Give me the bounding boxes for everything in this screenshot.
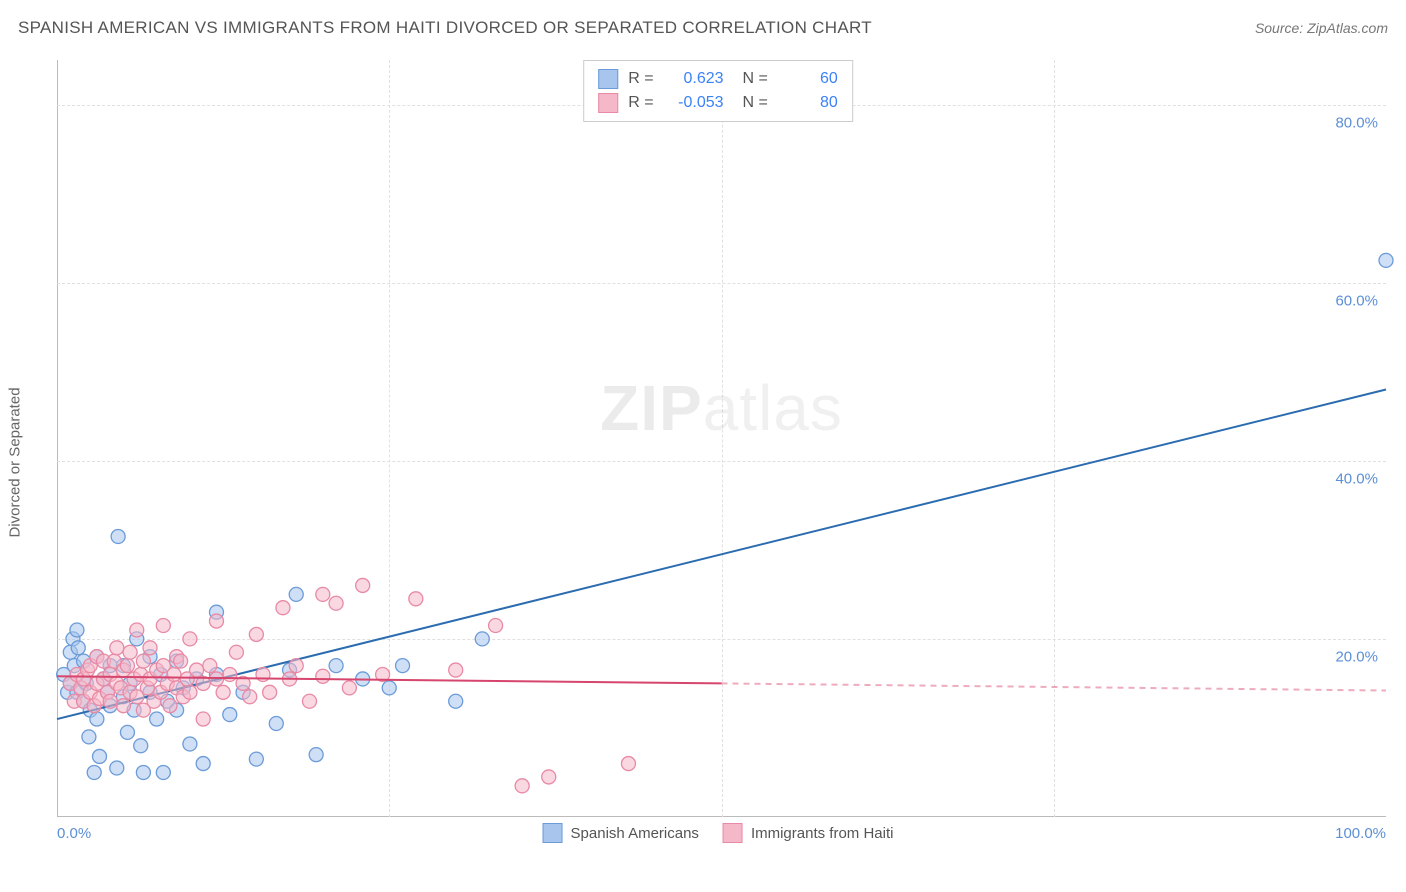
scatter-point bbox=[174, 654, 188, 668]
scatter-point bbox=[449, 663, 463, 677]
scatter-point bbox=[203, 659, 217, 673]
scatter-point bbox=[263, 685, 277, 699]
scatter-point bbox=[289, 659, 303, 673]
scatter-point bbox=[356, 578, 370, 592]
scatter-point bbox=[289, 587, 303, 601]
scatter-point bbox=[71, 641, 85, 655]
n-label: N = bbox=[734, 91, 768, 115]
scatter-point bbox=[183, 632, 197, 646]
scatter-point bbox=[223, 708, 237, 722]
scatter-point bbox=[167, 668, 181, 682]
scatter-point bbox=[156, 619, 170, 633]
legend-label-0: Spanish Americans bbox=[571, 825, 699, 842]
scatter-point bbox=[243, 690, 257, 704]
chart-area: Divorced or Separated 20.0%40.0%60.0%80.… bbox=[50, 60, 1386, 847]
scatter-point bbox=[87, 765, 101, 779]
scatter-point bbox=[409, 592, 423, 606]
legend-label-1: Immigrants from Haiti bbox=[751, 825, 894, 842]
scatter-point bbox=[316, 669, 330, 683]
scatter-point bbox=[542, 770, 556, 784]
scatter-point bbox=[110, 761, 124, 775]
scatter-point bbox=[134, 739, 148, 753]
scatter-point bbox=[110, 641, 124, 655]
scatter-point bbox=[111, 529, 125, 543]
scatter-point bbox=[120, 659, 134, 673]
legend-item-0: Spanish Americans bbox=[543, 823, 699, 843]
scatter-point bbox=[382, 681, 396, 695]
scatter-point bbox=[196, 712, 210, 726]
legend-item-1: Immigrants from Haiti bbox=[723, 823, 894, 843]
scatter-point bbox=[489, 619, 503, 633]
scatter-point bbox=[342, 681, 356, 695]
series-1-swatch bbox=[598, 93, 618, 113]
r-value-0: 0.623 bbox=[664, 67, 724, 91]
scatter-point bbox=[136, 765, 150, 779]
scatter-point bbox=[120, 725, 134, 739]
scatter-point bbox=[1379, 253, 1393, 267]
n-value-0: 60 bbox=[778, 67, 838, 91]
scatter-point bbox=[621, 757, 635, 771]
scatter-point bbox=[123, 645, 137, 659]
series-0-swatch bbox=[598, 69, 618, 89]
scatter-point bbox=[329, 659, 343, 673]
scatter-point bbox=[136, 654, 150, 668]
scatter-point bbox=[183, 737, 197, 751]
scatter-point bbox=[249, 752, 263, 766]
r-label: R = bbox=[628, 67, 653, 91]
scatter-point bbox=[515, 779, 529, 793]
scatter-point bbox=[216, 685, 230, 699]
scatter-point bbox=[156, 765, 170, 779]
scatter-point bbox=[93, 749, 107, 763]
scatter-point bbox=[449, 694, 463, 708]
scatter-point bbox=[209, 614, 223, 628]
scatter-point bbox=[303, 694, 317, 708]
scatter-point bbox=[90, 712, 104, 726]
scatter-point bbox=[309, 748, 323, 762]
y-axis-label: Divorced or Separated bbox=[7, 387, 24, 537]
scatter-point bbox=[103, 694, 117, 708]
stats-row-series-1: R = -0.053 N = 80 bbox=[598, 91, 838, 115]
legend-swatch-1 bbox=[723, 823, 743, 843]
scatter-point bbox=[183, 685, 197, 699]
plot-region: ZIPatlas bbox=[57, 60, 1386, 817]
legend-swatch-0 bbox=[543, 823, 563, 843]
scatter-point bbox=[163, 699, 177, 713]
scatter-point bbox=[329, 596, 343, 610]
scatter-point bbox=[229, 645, 243, 659]
scatter-point bbox=[82, 730, 96, 744]
scatter-point bbox=[116, 699, 130, 713]
scatter-point bbox=[276, 601, 290, 615]
chart-title: SPANISH AMERICAN VS IMMIGRANTS FROM HAIT… bbox=[18, 18, 872, 38]
n-label: N = bbox=[734, 67, 768, 91]
regression-line bbox=[57, 390, 1386, 720]
n-value-1: 80 bbox=[778, 91, 838, 115]
scatter-point bbox=[150, 712, 164, 726]
scatter-point bbox=[70, 623, 84, 637]
x-tick-label: 100.0% bbox=[1335, 825, 1386, 842]
scatter-point bbox=[269, 716, 283, 730]
legend: Spanish Americans Immigrants from Haiti bbox=[543, 823, 894, 843]
source-attribution: Source: ZipAtlas.com bbox=[1255, 20, 1388, 36]
r-value-1: -0.053 bbox=[664, 91, 724, 115]
correlation-stats-box: R = 0.623 N = 60 R = -0.053 N = 80 bbox=[583, 60, 853, 122]
scatter-point bbox=[130, 623, 144, 637]
x-tick-label: 0.0% bbox=[57, 825, 91, 842]
scatter-point bbox=[143, 641, 157, 655]
scatter-point bbox=[316, 587, 330, 601]
scatter-point bbox=[249, 627, 263, 641]
stats-row-series-0: R = 0.623 N = 60 bbox=[598, 67, 838, 91]
scatter-point bbox=[223, 668, 237, 682]
scatter-point bbox=[396, 659, 410, 673]
scatter-point bbox=[196, 757, 210, 771]
r-label: R = bbox=[628, 91, 653, 115]
regression-line-dashed bbox=[722, 683, 1387, 690]
scatter-point bbox=[475, 632, 489, 646]
scatter-point bbox=[190, 663, 204, 677]
